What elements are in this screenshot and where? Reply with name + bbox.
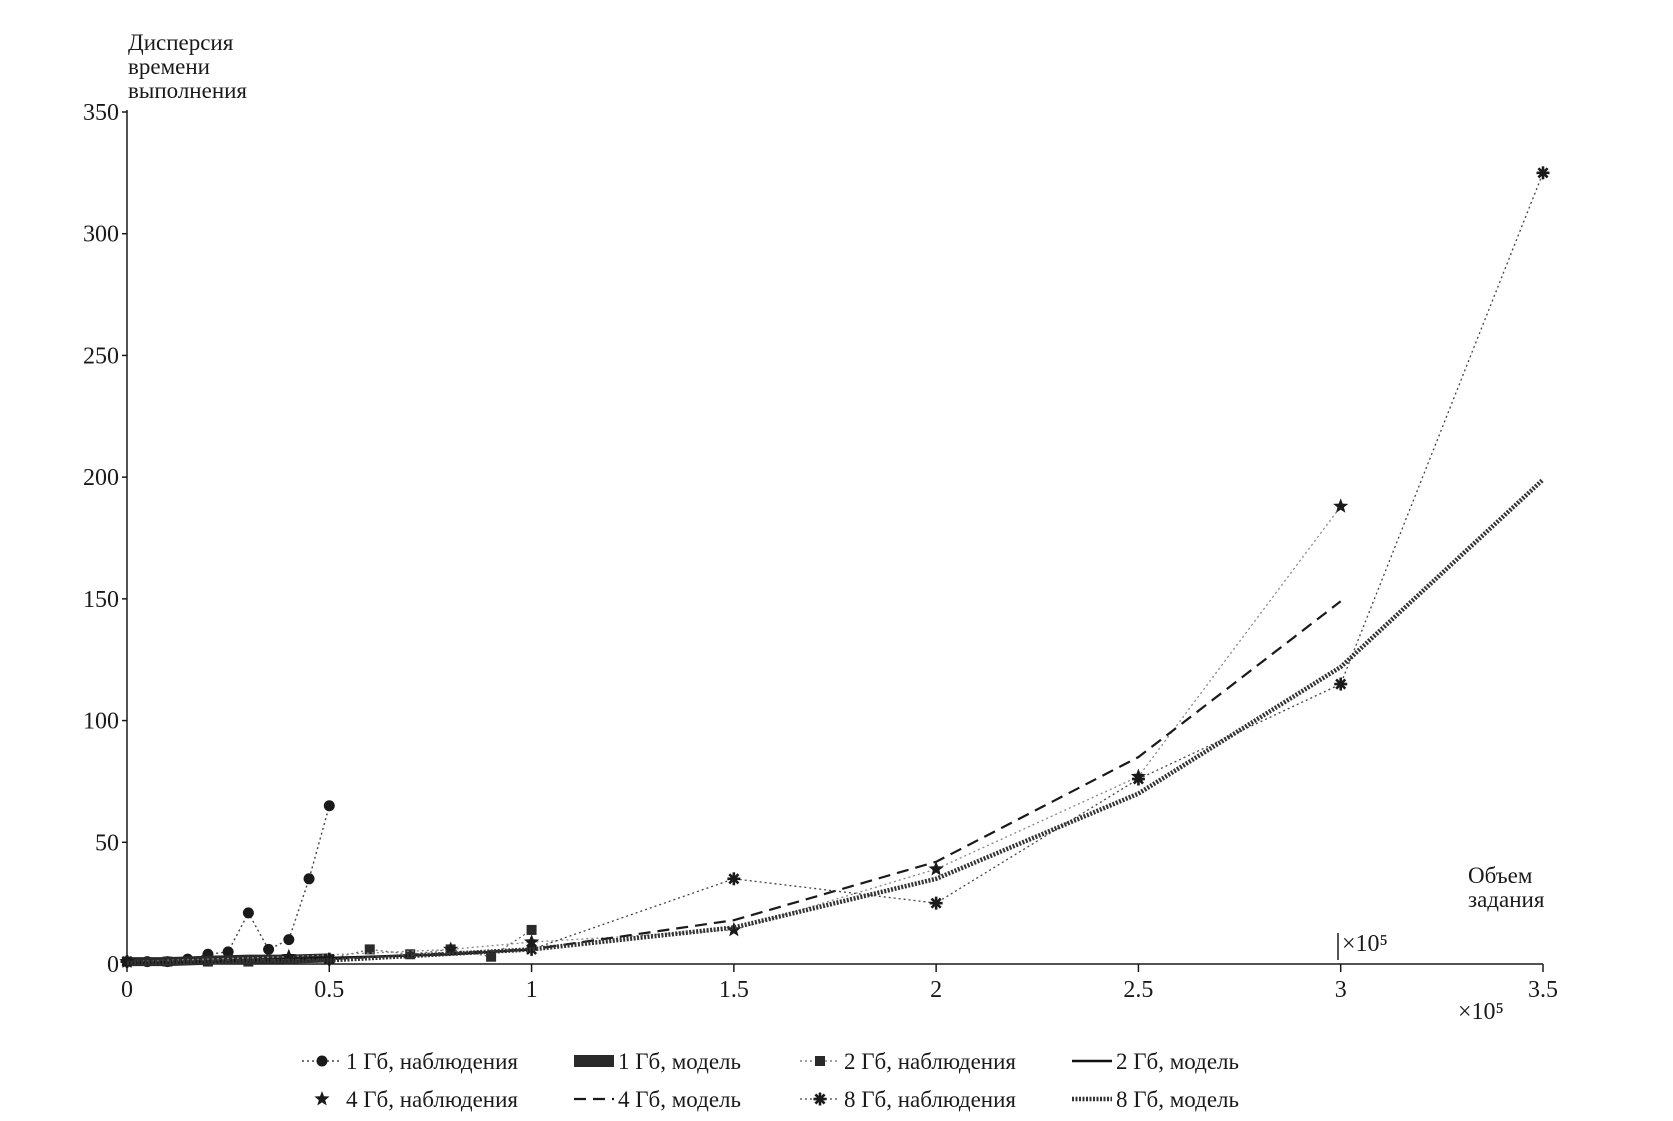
x-axis-multiplier: ×10⁵	[1342, 931, 1388, 957]
x-tick-label: 1.5	[719, 977, 749, 1003]
legend-label: 1 Гб, наблюдения	[346, 1049, 518, 1074]
asterisk-stroke	[323, 953, 335, 965]
data-point	[443, 941, 459, 956]
data-point	[526, 924, 537, 935]
y-tick-label: 150	[83, 587, 119, 613]
data-point	[222, 946, 234, 958]
data-point	[323, 800, 335, 812]
y-axis-title-line: Дисперсия	[128, 30, 234, 55]
y-tick-label: 350	[83, 100, 119, 126]
data-point	[303, 873, 315, 885]
legend-item: 2 Гб, модель	[1072, 1049, 1239, 1074]
legend-label: 8 Гб, наблюдения	[844, 1087, 1016, 1112]
series-line	[126, 172, 1544, 963]
legend-marker	[316, 1055, 328, 1067]
data-point	[405, 949, 416, 960]
x-tick-label: 1	[526, 977, 538, 1003]
legend-item: 1 Гб, наблюдения	[302, 1049, 518, 1074]
data-point	[1333, 498, 1349, 513]
asterisk-stroke	[526, 943, 538, 955]
asterisk-stroke	[1537, 167, 1549, 179]
x-tick-label: 0	[121, 977, 133, 1003]
legend-item: 8 Гб, модель	[1072, 1087, 1239, 1112]
x-tick-label: 2.5	[1123, 977, 1153, 1003]
y-axis-title-line: выполнения	[128, 78, 247, 103]
data-point	[928, 861, 944, 876]
series-7	[120, 166, 1550, 969]
asterisk-stroke	[814, 1093, 826, 1105]
y-tick-label: 50	[95, 830, 119, 856]
legend-label: 2 Гб, наблюдения	[844, 1049, 1016, 1074]
x-tick-label: 3	[1335, 977, 1347, 1003]
series-line	[127, 805, 330, 963]
data-point	[242, 907, 254, 919]
x-axis-title: Объем задания	[1468, 863, 1545, 912]
y-tick-label: 100	[83, 709, 119, 735]
data-point	[1334, 677, 1348, 691]
legend-label: 8 Гб, модель	[1116, 1087, 1239, 1112]
data-point	[281, 948, 297, 964]
data-point	[486, 951, 497, 962]
x-tick-label: 2	[930, 977, 942, 1003]
data-point	[524, 934, 540, 949]
data-point	[263, 943, 275, 955]
legend: 1 Гб, наблюдения 1 Гб, модель 2 Гб, наблюд…	[302, 1049, 1239, 1112]
legend-marker	[813, 1092, 827, 1106]
legend-label: 4 Гб, наблюдения	[346, 1087, 518, 1112]
series-5	[119, 498, 1349, 968]
data-point	[1536, 166, 1550, 180]
asterisk-stroke	[1335, 678, 1347, 690]
x-axis-multiplier-bottom: ×10⁵	[1458, 999, 1504, 1025]
y-tick-label: 200	[83, 465, 119, 491]
series-line	[126, 600, 1342, 964]
series-group	[119, 166, 1550, 969]
legend-item: 2 Гб, наблюдения	[800, 1049, 1016, 1074]
legend-marker	[314, 1091, 330, 1106]
data-point	[929, 896, 943, 910]
legend-item: 4 Гб, наблюдения	[314, 1087, 518, 1112]
legend-label: 4 Гб, модель	[618, 1087, 741, 1112]
legend-label: 1 Гб, модель	[618, 1049, 741, 1074]
series-line	[126, 477, 1545, 966]
axes: 0 50 100 150 200 250 300 350 0 0.5 1 1.5 2 2.5 3 3.5	[83, 100, 1558, 1003]
x-tick-label: 0.5	[314, 977, 344, 1003]
y-axis-title: Дисперсия времени выполнения	[128, 30, 247, 103]
x-tick-label: 3.5	[1528, 977, 1558, 1003]
y-axis-title-line: времени	[128, 54, 210, 79]
y-tick-label: 0	[107, 952, 119, 978]
data-point	[726, 921, 742, 937]
x-axis-title-line: Объем	[1468, 863, 1533, 888]
legend-item: 1 Гб, модель	[574, 1049, 741, 1074]
asterisk-stroke	[728, 873, 740, 885]
data-point	[283, 934, 295, 946]
data-point	[1131, 772, 1145, 786]
y-tick-label: 300	[83, 222, 119, 248]
y-tick-label: 250	[83, 343, 119, 369]
series-8	[126, 477, 1545, 966]
data-point	[727, 872, 741, 886]
asterisk-stroke	[930, 897, 942, 909]
series-line	[126, 506, 1342, 963]
legend-label: 2 Гб, модель	[1116, 1049, 1239, 1074]
legend-item: 8 Гб, наблюдения	[800, 1087, 1016, 1112]
legend-marker	[815, 1056, 825, 1066]
series-6	[126, 600, 1342, 964]
data-point	[364, 944, 375, 955]
series-1	[121, 800, 335, 968]
asterisk-stroke	[1132, 773, 1144, 785]
x-axis-title-line: задания	[1468, 887, 1545, 912]
legend-item: 4 Гб, модель	[574, 1087, 741, 1112]
